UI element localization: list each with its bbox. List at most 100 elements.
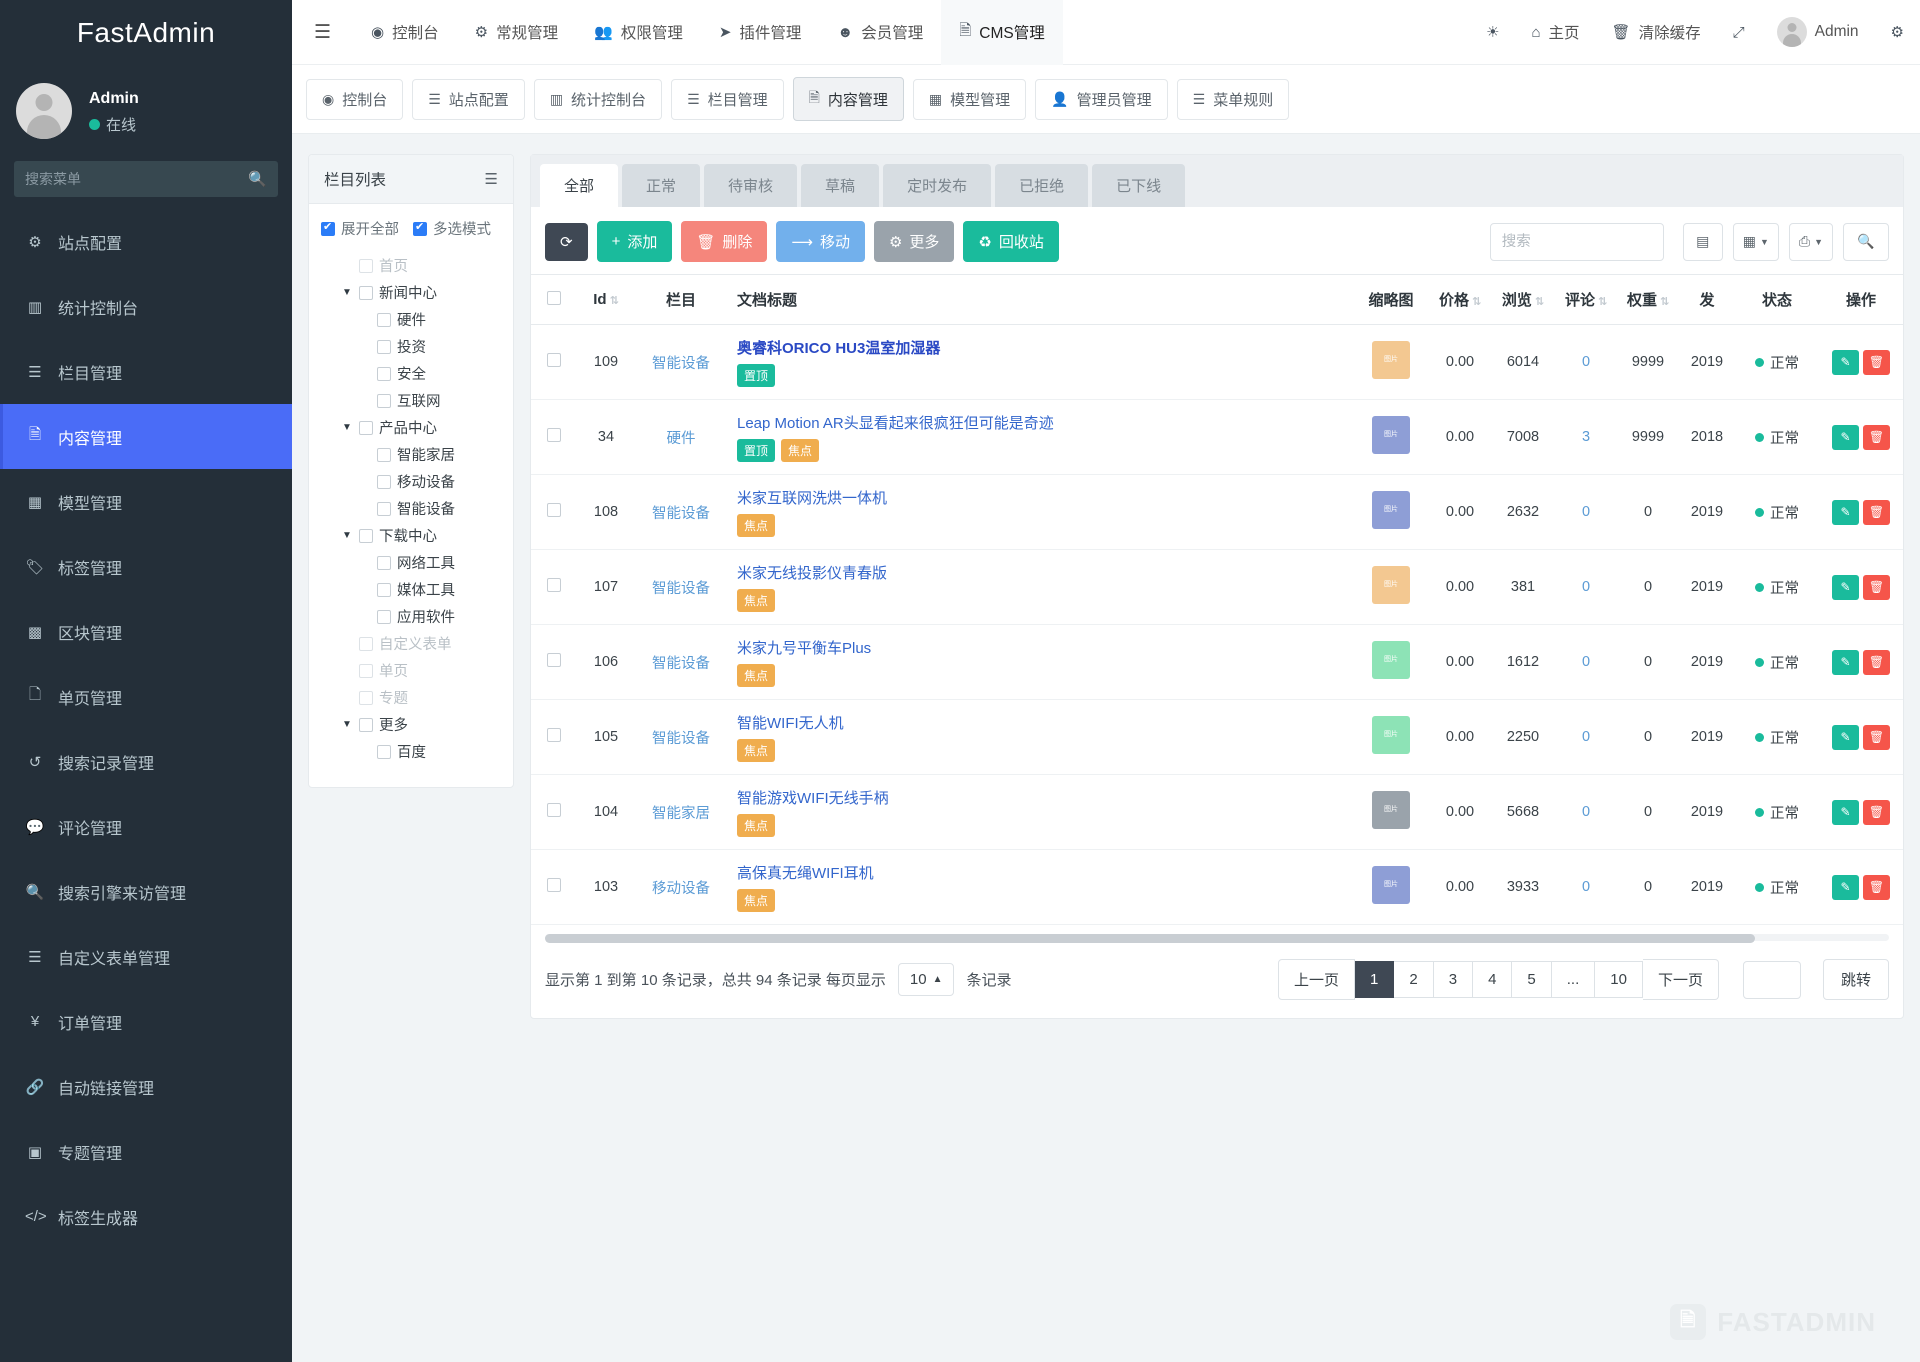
document-title-link[interactable]: 米家无线投影仪青春版 [737,565,888,582]
caret-down-icon[interactable]: ▼ [342,422,352,433]
thumbnail-image[interactable]: 图片 [1372,341,1410,379]
sidebar-item-6[interactable]: ▩ 区块管理 [0,599,292,664]
document-title-link[interactable]: 智能WIFI无人机 [737,715,844,732]
checkbox-icon[interactable] [359,717,373,732]
tree-node-1[interactable]: ▼ 新闻中心 [321,279,501,306]
caret-down-icon[interactable]: ▼ [342,719,352,730]
status-tab-4[interactable]: 定时发布 [883,164,992,207]
thumbnail-image[interactable]: 图片 [1372,641,1410,679]
cell-column[interactable]: 智能设备 [635,624,727,700]
sort-icon[interactable]: ⇅ [609,295,619,307]
edit-button[interactable]: ✎ [1832,499,1859,525]
pagination-page-5[interactable]: 5 [1512,961,1552,998]
column-option-1[interactable]: 多选模式 [413,218,491,239]
table-header-weight[interactable]: 权重 ⇅ [1617,274,1679,325]
tree-node-5[interactable]: ▼ 互联网 [321,387,501,414]
jump-button[interactable]: 跳转 [1822,959,1889,1000]
comments-link[interactable]: 0 [1581,804,1591,820]
delete-button[interactable]: 🗑 [1863,874,1890,900]
comments-link[interactable]: 0 [1581,654,1591,670]
top-nav-right-item-0[interactable]: ☀ [1470,0,1515,65]
table-header-id[interactable]: Id ⇅ [577,274,635,325]
sidebar-item-13[interactable]: 🔗 自动链接管理 [0,1054,292,1119]
tree-node-11[interactable]: ▼ 网络工具 [321,549,501,576]
tree-node-14[interactable]: ▼ 自定义表单 [321,630,501,657]
checkbox-icon[interactable] [321,220,335,236]
comments-link[interactable]: 0 [1581,879,1591,895]
select-all-checkbox[interactable] [547,290,561,305]
delete-button[interactable]: 🗑 [1863,574,1890,600]
tree-node-18[interactable]: ▼ 百度 [321,738,501,765]
status-tab-6[interactable]: 已下线 [1092,164,1186,207]
sort-icon[interactable]: ⇅ [1660,296,1670,308]
cell-column[interactable]: 智能设备 [635,324,727,400]
row-checkbox-cell[interactable] [531,474,577,550]
top-nav-item-4[interactable]: ☻ 会员管理 [819,0,941,65]
checkbox-icon[interactable] [413,220,427,236]
document-title-link[interactable]: 高保真无绳WIFI耳机 [737,865,874,882]
checkbox-icon[interactable] [359,663,373,678]
pagination-page-4[interactable]: 4 [1473,961,1513,998]
checkbox-icon[interactable] [359,258,373,273]
delete-button[interactable]: 🗑 [1863,724,1890,750]
top-nav-item-3[interactable]: ➤ 插件管理 [701,0,820,65]
row-checkbox-cell[interactable] [531,924,577,934]
jump-page-input[interactable] [1742,960,1801,999]
row-checkbox[interactable] [547,878,561,892]
sub-nav-tab-7[interactable]: ☰ 菜单规则 [1176,78,1290,120]
advanced-search-button[interactable]: 🔍 [1843,222,1889,261]
sidebar-item-7[interactable]: 🗋 单页管理 [0,664,292,729]
sub-nav-tab-0[interactable]: ◉ 控制台 [306,78,404,120]
cell-column[interactable]: 智能设备 [635,474,727,550]
document-title-link[interactable]: Leap Motion AR头显看起来很疯狂但可能是奇迹 [737,415,1054,432]
checkbox-icon[interactable] [377,501,391,516]
more-button[interactable]: ⚙ 更多 [873,221,955,262]
cell-column[interactable]: 智能设备 [635,549,727,625]
checkbox-icon[interactable] [359,636,373,651]
comments-link[interactable]: 0 [1581,354,1591,370]
delete-button[interactable]: 🗑 [1863,649,1890,675]
tree-node-2[interactable]: ▼ 硬件 [321,306,501,333]
sidebar-toggle-icon[interactable]: ☰ [314,21,332,43]
edit-button[interactable]: ✎ [1832,574,1859,600]
table-search-input[interactable] [1489,222,1664,261]
export-button[interactable]: ⎙ ▼ [1788,222,1833,261]
sidebar-item-0[interactable]: ⚙ 站点配置 [0,209,292,274]
tree-node-4[interactable]: ▼ 安全 [321,360,501,387]
thumbnail-image[interactable]: 图片 [1372,791,1410,829]
thumbnail-image[interactable]: 图片 [1372,866,1410,904]
pagination-next[interactable]: 下一页 [1642,959,1719,1000]
pagination-page-1[interactable]: 1 [1355,961,1395,998]
sub-nav-tab-6[interactable]: 👤 管理员管理 [1035,78,1168,120]
row-checkbox[interactable] [547,353,561,367]
sub-nav-tab-5[interactable]: ▦ 模型管理 [912,78,1027,120]
sub-nav-tab-4[interactable]: 🗎 内容管理 [792,77,904,121]
sidebar-item-8[interactable]: ↺ 搜索记录管理 [0,729,292,794]
delete-button[interactable]: 🗑 [1863,349,1890,375]
menu-search[interactable]: 🔍 [14,161,278,197]
recycle-bin-button[interactable]: ♻ 回收站 [963,221,1059,262]
sidebar-item-12[interactable]: ¥ 订单管理 [0,989,292,1054]
pagination-page-2[interactable]: 2 [1394,961,1434,998]
sidebar-item-5[interactable]: 🏷 标签管理 [0,534,292,599]
per-page-select[interactable]: 10 ▲ [897,963,955,996]
column-link[interactable]: 智能家居 [652,805,710,822]
row-checkbox-cell[interactable] [531,549,577,625]
cell-column[interactable]: 移动设备 [635,849,727,925]
horizontal-scrollbar[interactable] [545,933,1889,943]
row-checkbox[interactable] [547,578,561,592]
sidebar-item-10[interactable]: 🔍 搜索引擎来访管理 [0,859,292,924]
status-tab-3[interactable]: 草稿 [801,164,880,207]
status-tab-5[interactable]: 已拒绝 [995,164,1089,207]
checkbox-icon[interactable] [377,393,391,408]
column-link[interactable]: 智能设备 [652,655,710,672]
table-header-views[interactable]: 浏览 ⇅ [1491,274,1555,325]
sidebar-item-15[interactable]: </> 标签生成器 [0,1184,292,1249]
edit-button[interactable]: ✎ [1832,724,1859,750]
checkbox-icon[interactable] [377,447,391,462]
row-checkbox[interactable] [547,653,561,667]
tree-node-12[interactable]: ▼ 媒体工具 [321,576,501,603]
cell-column[interactable]: 智能家居 [635,774,727,850]
pagination-page-10[interactable]: 10 [1595,961,1643,998]
checkbox-icon[interactable] [377,582,391,597]
